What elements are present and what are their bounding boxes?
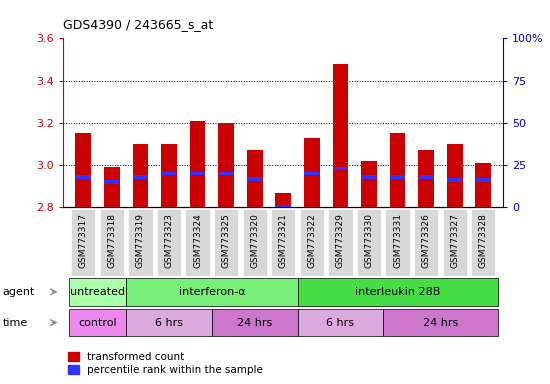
Text: GSM773318: GSM773318 bbox=[107, 213, 116, 268]
Text: 24 hrs: 24 hrs bbox=[237, 318, 272, 328]
Bar bbox=[361, 161, 377, 207]
Text: time: time bbox=[3, 318, 28, 328]
Text: GSM773317: GSM773317 bbox=[79, 213, 88, 268]
Bar bbox=[419, 175, 433, 179]
Bar bbox=[133, 144, 148, 207]
Text: GSM773329: GSM773329 bbox=[336, 213, 345, 268]
Bar bbox=[443, 209, 467, 276]
Bar bbox=[126, 309, 212, 336]
Text: GSM773322: GSM773322 bbox=[307, 213, 316, 268]
Text: GSM773324: GSM773324 bbox=[193, 213, 202, 268]
Text: GSM773325: GSM773325 bbox=[222, 213, 230, 268]
Text: GSM773326: GSM773326 bbox=[422, 213, 431, 268]
Bar bbox=[300, 209, 324, 276]
Bar bbox=[128, 209, 152, 276]
Text: GSM773330: GSM773330 bbox=[365, 213, 373, 268]
Text: GSM773323: GSM773323 bbox=[164, 213, 173, 268]
Bar bbox=[386, 209, 410, 276]
Text: control: control bbox=[78, 318, 117, 328]
Bar bbox=[447, 144, 463, 207]
Text: GSM773320: GSM773320 bbox=[250, 213, 259, 268]
Bar bbox=[276, 192, 291, 207]
Text: GSM773327: GSM773327 bbox=[450, 213, 459, 268]
Bar bbox=[298, 278, 498, 306]
Bar bbox=[212, 309, 298, 336]
Text: GSM773328: GSM773328 bbox=[478, 213, 488, 268]
Bar bbox=[157, 209, 181, 276]
Text: GSM773321: GSM773321 bbox=[279, 213, 288, 268]
Text: interleukin 28B: interleukin 28B bbox=[355, 287, 440, 297]
Bar bbox=[304, 172, 320, 175]
Text: 6 hrs: 6 hrs bbox=[326, 318, 354, 328]
Bar bbox=[190, 121, 205, 207]
Bar bbox=[333, 167, 348, 170]
Bar bbox=[162, 172, 177, 175]
Bar bbox=[185, 209, 210, 276]
Text: interferon-α: interferon-α bbox=[179, 287, 245, 297]
Bar bbox=[214, 209, 238, 276]
Bar bbox=[218, 123, 234, 207]
Bar bbox=[361, 175, 376, 179]
Bar bbox=[304, 138, 320, 207]
Bar bbox=[133, 175, 148, 179]
Text: untreated: untreated bbox=[70, 287, 125, 297]
Bar bbox=[414, 209, 438, 276]
Bar bbox=[298, 309, 383, 336]
Bar bbox=[126, 278, 298, 306]
Text: GSM773331: GSM773331 bbox=[393, 213, 402, 268]
Bar bbox=[75, 134, 91, 207]
Bar bbox=[383, 309, 498, 336]
Bar bbox=[219, 172, 234, 175]
Bar bbox=[71, 209, 95, 276]
Bar bbox=[104, 180, 119, 184]
Text: agent: agent bbox=[3, 287, 35, 297]
Text: GSM773319: GSM773319 bbox=[136, 213, 145, 268]
Bar bbox=[247, 177, 262, 180]
Text: GDS4390 / 243665_s_at: GDS4390 / 243665_s_at bbox=[63, 18, 213, 31]
Bar bbox=[476, 179, 491, 182]
Bar bbox=[328, 209, 353, 276]
Bar bbox=[190, 172, 205, 175]
Bar bbox=[247, 151, 262, 207]
Text: 6 hrs: 6 hrs bbox=[155, 318, 183, 328]
Bar bbox=[100, 209, 124, 276]
Text: 24 hrs: 24 hrs bbox=[423, 318, 458, 328]
Bar bbox=[390, 134, 405, 207]
Legend: transformed count, percentile rank within the sample: transformed count, percentile rank withi… bbox=[68, 352, 263, 375]
Bar bbox=[76, 175, 91, 179]
Bar bbox=[418, 151, 434, 207]
Bar bbox=[333, 64, 348, 207]
Bar bbox=[69, 309, 126, 336]
Bar bbox=[390, 175, 405, 179]
Bar bbox=[271, 209, 295, 276]
Bar bbox=[471, 209, 496, 276]
Bar bbox=[447, 179, 462, 182]
Bar bbox=[104, 167, 120, 207]
Bar bbox=[276, 205, 291, 209]
Bar bbox=[243, 209, 267, 276]
Bar bbox=[475, 163, 491, 207]
Bar bbox=[161, 144, 177, 207]
Bar bbox=[357, 209, 381, 276]
Bar bbox=[69, 278, 126, 306]
